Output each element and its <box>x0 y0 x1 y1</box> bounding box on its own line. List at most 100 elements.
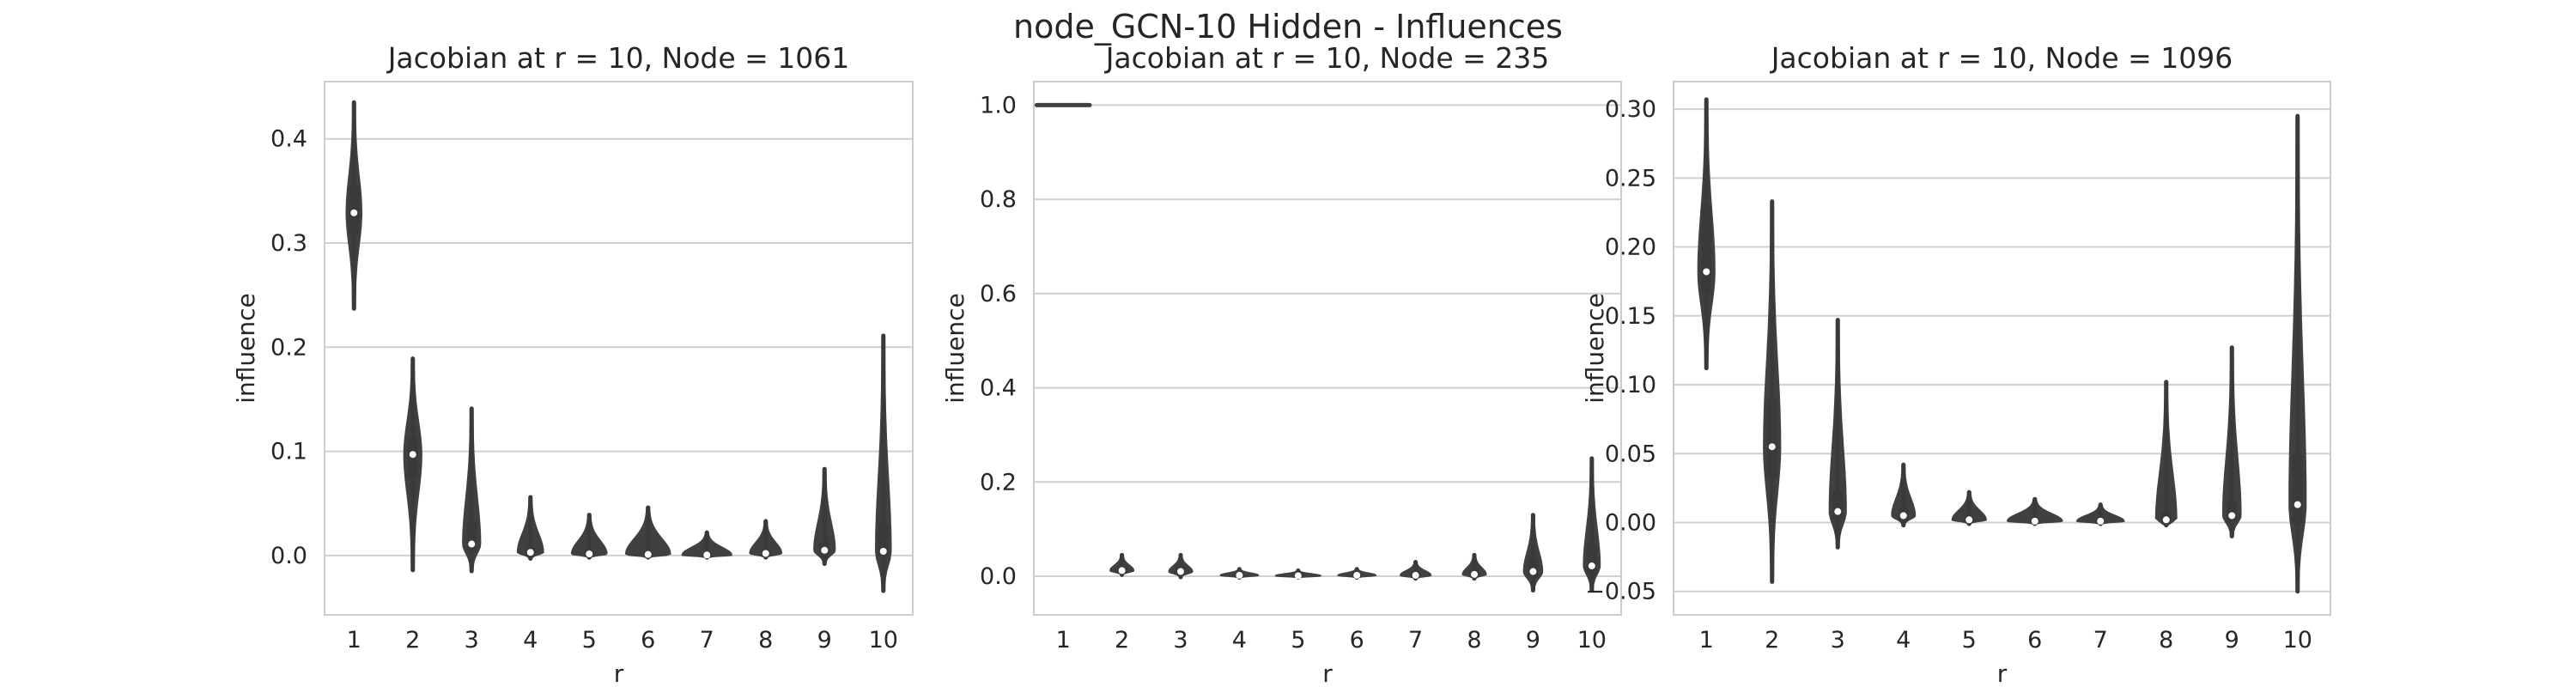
violin-group <box>1828 318 1847 550</box>
x-axis-label: r <box>614 660 624 687</box>
y-tick-label: 1.0 <box>980 92 1017 119</box>
violin-group <box>1168 552 1194 580</box>
x-tick-label: 3 <box>1173 627 1188 654</box>
x-tick-label: 10 <box>869 627 898 654</box>
x-tick-label: 9 <box>2225 627 2239 654</box>
x-tick-label: 3 <box>1831 627 1845 654</box>
x-tick-label: 2 <box>1115 627 1129 654</box>
violin-median <box>1236 571 1243 579</box>
violin-group <box>2288 113 2307 594</box>
y-tick-label: 0.0 <box>270 543 307 569</box>
violin-median <box>2162 516 2170 524</box>
violin-group <box>1697 97 1716 371</box>
violin-iqr-box <box>1766 399 1777 479</box>
y-tick-label: 0.15 <box>1605 303 1656 330</box>
y-tick-label: 0.30 <box>1605 96 1656 123</box>
violin-group <box>749 519 783 560</box>
violin-median <box>1412 571 1419 579</box>
y-tick-label: 0.2 <box>270 334 307 361</box>
violin-median <box>1588 562 1595 569</box>
violin-group <box>2075 502 2125 526</box>
figure-suptitle: node_GCN-10 Hidden - Influences <box>1013 8 1563 46</box>
y-tick-label: 0.05 <box>1605 441 1656 467</box>
y-tick-label: 0.2 <box>980 469 1017 495</box>
chart-title: Jacobian at r = 10, Node = 235 <box>1104 41 1550 75</box>
x-tick-label: 9 <box>817 627 832 654</box>
violin-iqr-box <box>2292 454 2303 525</box>
violin-iqr-box <box>878 522 889 556</box>
x-tick-label: 4 <box>523 627 538 654</box>
violin-group <box>462 406 482 574</box>
y-axis-label: influence <box>941 293 969 404</box>
violin-group <box>1109 552 1135 577</box>
violin-median <box>1177 568 1184 575</box>
x-tick-label: 6 <box>641 627 655 654</box>
x-tick-label: 10 <box>2283 627 2312 654</box>
x-tick-label: 5 <box>582 627 597 654</box>
x-tick-label: 8 <box>1467 627 1481 654</box>
violin-median <box>526 549 534 556</box>
x-axis-label: r <box>1997 660 2008 687</box>
y-tick-label: 0.4 <box>980 375 1017 402</box>
violin-median <box>1899 512 1907 520</box>
x-tick-label: 6 <box>2027 627 2042 654</box>
violin-group <box>1274 568 1322 581</box>
y-tick-label: 0.3 <box>270 230 307 257</box>
violin-median <box>1834 508 1842 515</box>
y-tick-label: 0.1 <box>270 439 307 465</box>
x-tick-label: 1 <box>347 627 361 654</box>
violin-median <box>1353 571 1361 579</box>
y-axis-label: influence <box>232 293 260 404</box>
violin-group <box>2221 345 2242 539</box>
y-tick-label: 0.20 <box>1605 234 1656 261</box>
violin-group <box>813 466 836 567</box>
violin-group <box>570 513 608 560</box>
violin-median <box>2097 517 2105 525</box>
y-tick-label: 0.10 <box>1605 372 1656 398</box>
violin-median <box>2293 501 2301 508</box>
violin-median <box>2228 512 2236 520</box>
y-tick-label: 0.4 <box>270 126 307 153</box>
violin-group <box>624 505 671 560</box>
violin-group <box>516 495 544 562</box>
violin-median <box>1294 572 1302 580</box>
y-tick-label: 0.0 <box>980 563 1017 590</box>
x-tick-label: 3 <box>465 627 479 654</box>
violin-group <box>1461 552 1487 581</box>
plot-frame <box>1673 81 2331 616</box>
violin-group <box>2006 496 2063 526</box>
chart-title: Jacobian at r = 10, Node = 1061 <box>386 41 850 75</box>
violin-iqr-box <box>1528 557 1539 579</box>
x-tick-label: 5 <box>1291 627 1305 654</box>
violin-group <box>1951 489 1987 526</box>
x-tick-label: 5 <box>1962 627 1977 654</box>
violin-iqr-box <box>1701 204 1712 293</box>
x-tick-label: 7 <box>700 627 714 654</box>
y-tick-label: 0.8 <box>980 186 1017 213</box>
violin-group <box>1219 567 1260 581</box>
violin-median <box>762 550 769 557</box>
violin-median <box>1471 570 1478 578</box>
x-tick-label: 4 <box>1232 627 1247 654</box>
violin-median <box>703 551 711 559</box>
x-tick-label: 2 <box>405 627 420 654</box>
y-tick-label: −0.05 <box>1585 579 1656 605</box>
violin-iqr-box <box>407 437 418 479</box>
violin-median <box>1965 516 1973 524</box>
violin-group <box>1399 560 1432 581</box>
violin-median <box>879 548 887 556</box>
violin-median <box>2031 517 2038 525</box>
y-tick-label: 0.25 <box>1605 165 1656 192</box>
violin-group <box>345 100 362 311</box>
x-tick-label: 9 <box>1526 627 1540 654</box>
x-tick-label: 2 <box>1765 627 1779 654</box>
x-tick-label: 7 <box>1408 627 1423 654</box>
x-tick-label: 8 <box>758 627 773 654</box>
violin-iqr-box <box>1832 490 1844 520</box>
violin-median <box>1703 268 1710 276</box>
violin-group <box>681 530 732 560</box>
violin-group <box>403 356 422 573</box>
plot-frame <box>324 81 914 616</box>
violin-median <box>1768 443 1776 451</box>
